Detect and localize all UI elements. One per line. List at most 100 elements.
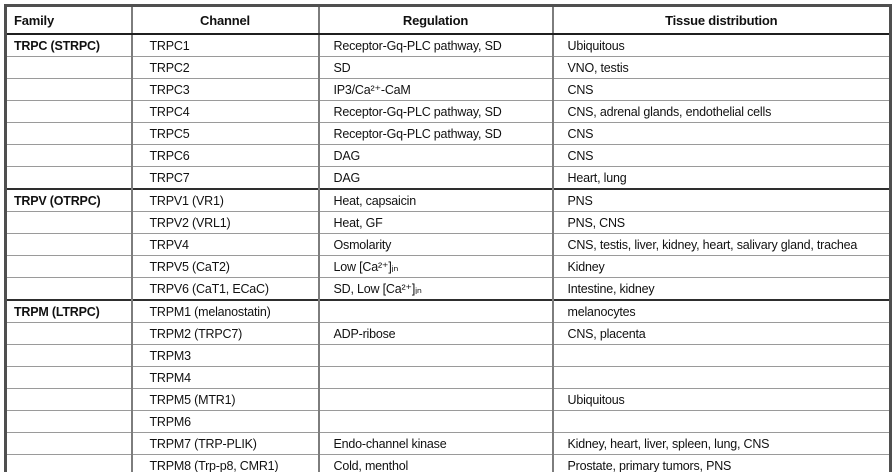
channel-cell: TRPC2	[130, 56, 319, 79]
channel-cell: TRPV4	[130, 233, 319, 256]
tissue-cell: Ubiquitous	[551, 388, 891, 411]
channel-cell: TRPV5 (CaT2)	[130, 255, 319, 278]
channel-cell: TRPM2 (TRPC7)	[130, 322, 319, 345]
regulation-cell: ADP-ribose	[317, 322, 553, 345]
trp-channel-table: Family Channel Regulation Tissue distrib…	[4, 4, 892, 472]
family-cell	[5, 144, 132, 167]
table-row: TRPM4	[5, 366, 891, 389]
table-header: Family Channel Regulation Tissue distrib…	[5, 5, 891, 35]
family-cell	[5, 56, 132, 79]
family-cell	[5, 410, 132, 433]
table-row: TRPV2 (VRL1) Heat, GF PNS, CNS	[5, 211, 891, 234]
regulation-cell: Heat, capsaicin	[317, 188, 553, 212]
table-row: TRPM (LTRPC) TRPM1 (melanostatin) melano…	[5, 299, 891, 323]
channel-cell: TRPM8 (Trp-p8, CMR1)	[130, 454, 319, 472]
table-row: TRPC3 IP3/Ca²⁺-CaM CNS	[5, 78, 891, 101]
table-row: TRPC (STRPC) TRPC1 Receptor-Gq-PLC pathw…	[5, 33, 891, 57]
channel-cell: TRPV2 (VRL1)	[130, 211, 319, 234]
family-cell	[5, 454, 132, 472]
regulation-cell: Osmolarity	[317, 233, 553, 256]
channel-cell: TRPM4	[130, 366, 319, 389]
tissue-cell: Heart, lung	[551, 166, 891, 189]
channel-cell: TRPM5 (MTR1)	[130, 388, 319, 411]
table-row: TRPV4 Osmolarity CNS, testis, liver, kid…	[5, 233, 891, 256]
tissue-cell: melanocytes	[551, 299, 891, 323]
channel-cell: TRPC5	[130, 122, 319, 145]
regulation-cell	[317, 299, 553, 323]
table-row: TRPM3	[5, 344, 891, 367]
tissue-cell: Ubiquitous	[551, 33, 891, 57]
regulation-cell: SD, Low [Ca²⁺]ᵢₙ	[317, 277, 553, 300]
tissue-cell: Kidney	[551, 255, 891, 278]
channel-cell: TRPC3	[130, 78, 319, 101]
channel-cell: TRPC4	[130, 100, 319, 123]
header-channel: Channel	[130, 5, 319, 35]
regulation-cell: SD	[317, 56, 553, 79]
family-cell	[5, 255, 132, 278]
tissue-cell: CNS	[551, 144, 891, 167]
table-body: TRPC (STRPC) TRPC1 Receptor-Gq-PLC pathw…	[5, 33, 891, 472]
regulation-cell: Low [Ca²⁺]ᵢₙ	[317, 255, 553, 278]
family-cell	[5, 233, 132, 256]
table-row: TRPC4 Receptor-Gq-PLC pathway, SD CNS, a…	[5, 100, 891, 123]
tissue-cell: CNS	[551, 122, 891, 145]
family-cell	[5, 366, 132, 389]
tissue-cell: Kidney, heart, liver, spleen, lung, CNS	[551, 432, 891, 455]
regulation-cell	[317, 344, 553, 367]
channel-cell: TRPV1 (VR1)	[130, 188, 319, 212]
regulation-cell: IP3/Ca²⁺-CaM	[317, 78, 553, 101]
tissue-cell: PNS, CNS	[551, 211, 891, 234]
regulation-cell: Endo-channel kinase	[317, 432, 553, 455]
table-row: TRPC6 DAG CNS	[5, 144, 891, 167]
channel-cell: TRPC7	[130, 166, 319, 189]
tissue-cell: Prostate, primary tumors, PNS	[551, 454, 891, 472]
table-row: TRPC5 Receptor-Gq-PLC pathway, SD CNS	[5, 122, 891, 145]
tissue-cell: VNO, testis	[551, 56, 891, 79]
regulation-cell: Receptor-Gq-PLC pathway, SD	[317, 100, 553, 123]
tissue-cell: CNS, placenta	[551, 322, 891, 345]
family-cell	[5, 100, 132, 123]
regulation-cell: DAG	[317, 166, 553, 189]
tissue-cell	[551, 344, 891, 367]
tissue-cell: CNS	[551, 78, 891, 101]
table-row: TRPV5 (CaT2) Low [Ca²⁺]ᵢₙ Kidney	[5, 255, 891, 278]
header-regulation: Regulation	[317, 5, 553, 35]
table-row: TRPM7 (TRP-PLIK) Endo-channel kinase Kid…	[5, 432, 891, 455]
family-cell: TRPC (STRPC)	[5, 33, 132, 57]
channel-cell: TRPM3	[130, 344, 319, 367]
table-row: TRPV (OTRPC) TRPV1 (VR1) Heat, capsaicin…	[5, 188, 891, 212]
regulation-cell	[317, 388, 553, 411]
family-cell	[5, 432, 132, 455]
regulation-cell: Receptor-Gq-PLC pathway, SD	[317, 122, 553, 145]
family-cell	[5, 166, 132, 189]
table-row: TRPM5 (MTR1) Ubiquitous	[5, 388, 891, 411]
table-row: TRPM2 (TRPC7) ADP-ribose CNS, placenta	[5, 322, 891, 345]
regulation-cell: Heat, GF	[317, 211, 553, 234]
channel-cell: TRPM6	[130, 410, 319, 433]
table-row: TRPC7 DAG Heart, lung	[5, 166, 891, 189]
tissue-cell: CNS, adrenal glands, endothelial cells	[551, 100, 891, 123]
family-cell: TRPM (LTRPC)	[5, 299, 132, 323]
tissue-cell: CNS, testis, liver, kidney, heart, saliv…	[551, 233, 891, 256]
tissue-cell	[551, 366, 891, 389]
header-tissue-distribution: Tissue distribution	[551, 5, 891, 35]
channel-cell: TRPM7 (TRP-PLIK)	[130, 432, 319, 455]
regulation-cell: DAG	[317, 144, 553, 167]
family-cell	[5, 344, 132, 367]
tissue-cell	[551, 410, 891, 433]
header-family: Family	[5, 5, 132, 35]
family-cell	[5, 122, 132, 145]
regulation-cell	[317, 410, 553, 433]
regulation-cell	[317, 366, 553, 389]
tissue-cell: PNS	[551, 188, 891, 212]
channel-cell: TRPV6 (CaT1, ECaC)	[130, 277, 319, 300]
channel-cell: TRPC1	[130, 33, 319, 57]
family-cell: TRPV (OTRPC)	[5, 188, 132, 212]
regulation-cell: Cold, menthol	[317, 454, 553, 472]
family-cell	[5, 211, 132, 234]
channel-cell: TRPC6	[130, 144, 319, 167]
family-cell	[5, 277, 132, 300]
header-row: Family Channel Regulation Tissue distrib…	[5, 5, 891, 35]
table-row: TRPM8 (Trp-p8, CMR1) Cold, menthol Prost…	[5, 454, 891, 472]
